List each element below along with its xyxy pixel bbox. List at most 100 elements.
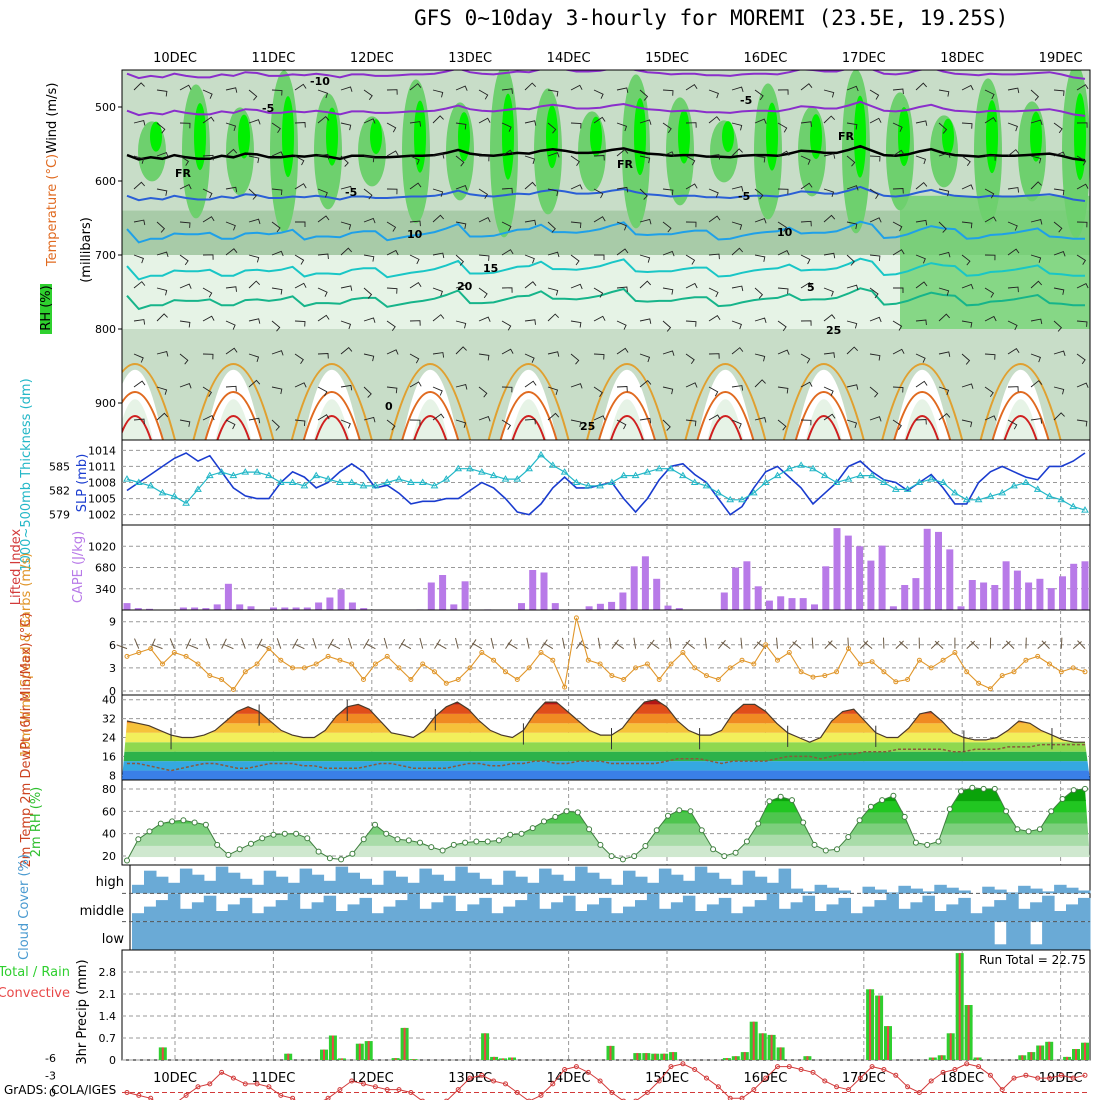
wind-barb bbox=[386, 150, 399, 157]
thickness-marker bbox=[312, 471, 321, 479]
cloud-cell bbox=[299, 908, 313, 922]
rh2m-marker bbox=[834, 846, 840, 853]
thickness-marker bbox=[1081, 506, 1089, 513]
wind-barb bbox=[570, 353, 580, 365]
cloud-cell bbox=[155, 900, 169, 922]
wind-barb bbox=[179, 353, 189, 365]
thickness-marker bbox=[1010, 481, 1018, 489]
cloud-cell bbox=[455, 866, 468, 894]
wind10-tick-label: 6 bbox=[109, 639, 116, 652]
cloud-cell bbox=[323, 921, 337, 950]
wind10-barb bbox=[294, 643, 305, 650]
wind-barb bbox=[547, 412, 560, 421]
cloud-cell bbox=[431, 874, 444, 894]
wind-barb bbox=[1076, 183, 1089, 190]
thickness-marker bbox=[820, 471, 829, 479]
rh-dry-core bbox=[412, 399, 449, 440]
wind-barb bbox=[225, 347, 238, 355]
rh2m-marker bbox=[462, 839, 469, 846]
cloud-cell bbox=[395, 921, 408, 950]
rh-legend-swatch bbox=[40, 284, 52, 334]
contour-label: 5 bbox=[807, 281, 815, 294]
wind10-marker bbox=[727, 665, 733, 671]
cloud-cell bbox=[1018, 908, 1031, 922]
lifted-marker bbox=[644, 1090, 650, 1095]
wind-barb bbox=[685, 254, 696, 265]
wind-barb bbox=[202, 353, 214, 360]
wind-barb bbox=[432, 314, 445, 322]
rh-wet-core bbox=[854, 95, 866, 178]
wind10-marker bbox=[798, 669, 804, 675]
cloud-cell bbox=[179, 908, 193, 922]
precip-tick-label: 0 bbox=[109, 1054, 116, 1067]
temp-contour-warm bbox=[290, 363, 373, 440]
thickness-marker bbox=[903, 485, 912, 492]
cloud-cell bbox=[539, 868, 552, 894]
contour-label: 10 bbox=[777, 226, 793, 239]
wind-barb bbox=[846, 122, 858, 130]
chart-title: GFS 0~10day 3-hourly for MOREMI (23.5E, … bbox=[414, 6, 1009, 30]
wind-barb bbox=[662, 188, 674, 196]
wind10-barb bbox=[792, 641, 802, 650]
cloud-cell bbox=[1018, 885, 1031, 894]
wind10-barb bbox=[597, 637, 601, 649]
wind-barb bbox=[501, 221, 512, 232]
cape-bar bbox=[619, 592, 627, 610]
wind10-marker bbox=[881, 669, 887, 675]
cloud-cell bbox=[599, 921, 612, 950]
rh-dry-core bbox=[313, 399, 350, 440]
rh2m-marker bbox=[1025, 828, 1032, 835]
wind-barb bbox=[386, 419, 396, 431]
wind-barb bbox=[800, 282, 813, 289]
lifted-marker bbox=[195, 1084, 201, 1090]
rh2m-marker bbox=[552, 813, 559, 820]
precip-conv-bar bbox=[1021, 1055, 1024, 1060]
wind-barb bbox=[639, 280, 652, 289]
lifted-marker bbox=[609, 1090, 615, 1095]
wind10-barb bbox=[740, 637, 743, 649]
wind-barb bbox=[961, 221, 973, 229]
temp-contour-warm bbox=[696, 391, 755, 440]
cloud-cell bbox=[599, 897, 612, 922]
wind-barb bbox=[984, 353, 996, 360]
wind-barb bbox=[363, 287, 373, 299]
slp-tick-label: 1005 bbox=[88, 493, 116, 506]
rh2m-marker bbox=[236, 846, 243, 853]
wind-barb bbox=[777, 188, 789, 195]
cape-bar bbox=[799, 598, 807, 610]
rh2m-marker bbox=[1048, 808, 1055, 815]
cloud-cell bbox=[1006, 893, 1019, 922]
wind-barb bbox=[616, 248, 629, 256]
wind-barb bbox=[363, 188, 373, 200]
lifted-marker bbox=[278, 1092, 284, 1098]
lifted-marker bbox=[621, 1098, 626, 1100]
rh2m-marker bbox=[304, 835, 311, 842]
precip-conv-bar bbox=[323, 1049, 325, 1060]
wind10-marker bbox=[940, 657, 946, 663]
wind-barb bbox=[984, 188, 995, 199]
contour-label: FR bbox=[617, 158, 634, 171]
wind-barb bbox=[294, 353, 304, 364]
wind10-barb bbox=[1060, 637, 1063, 649]
cape-bar bbox=[1013, 570, 1021, 610]
wind-barb bbox=[754, 89, 764, 101]
cape-bar bbox=[1047, 588, 1055, 610]
cloud-cell bbox=[682, 895, 696, 922]
wind-barb bbox=[938, 89, 950, 97]
cloud-cell bbox=[982, 921, 995, 950]
wind-barb bbox=[432, 153, 445, 159]
wind-barb bbox=[616, 87, 629, 93]
lifted-marker bbox=[538, 1092, 544, 1098]
cloud-cell bbox=[311, 921, 325, 950]
wind-barb bbox=[1030, 119, 1043, 126]
cloud-cell bbox=[167, 893, 181, 922]
thickness-marker bbox=[974, 495, 983, 503]
cape-bar bbox=[326, 597, 334, 610]
cloud-cell bbox=[371, 913, 384, 922]
wind-barb bbox=[708, 188, 719, 198]
cape-bar bbox=[529, 570, 537, 610]
rh2m-marker bbox=[732, 849, 739, 856]
wind10-barb bbox=[966, 640, 976, 650]
wind10-barb bbox=[811, 637, 814, 649]
cloud-cell bbox=[790, 902, 804, 922]
